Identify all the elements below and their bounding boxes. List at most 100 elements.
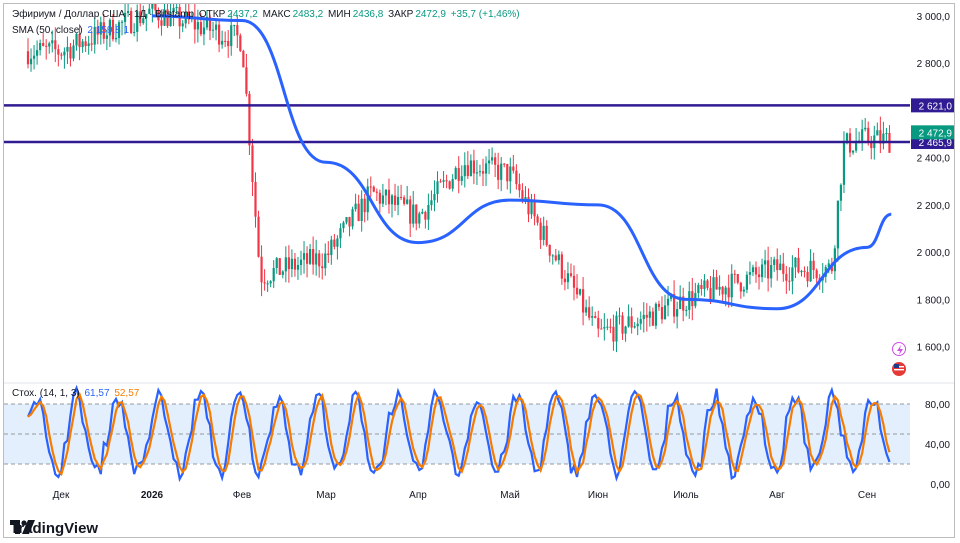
candle-body: [263, 282, 266, 284]
candle-body: [117, 22, 121, 38]
candle-body: [69, 46, 72, 59]
candle-body: [102, 22, 105, 39]
flag-icon[interactable]: [892, 362, 906, 376]
candle-body: [284, 257, 287, 272]
candle-body: [539, 222, 542, 240]
candle-body: [785, 273, 788, 281]
candle-body: [685, 309, 688, 311]
candle-body: [218, 24, 221, 45]
candle-body: [26, 51, 30, 65]
tradingview-logo[interactable]: TradingView: [10, 520, 98, 537]
candle-body: [312, 249, 315, 265]
candle-body: [754, 267, 758, 275]
stoch-tick-label: 40,00: [925, 440, 950, 451]
candle-body: [760, 264, 764, 278]
candle-body: [421, 211, 424, 214]
candle-body: [478, 171, 482, 173]
candle-body: [679, 296, 682, 310]
candle-body: [130, 11, 133, 34]
candle-body: [512, 166, 515, 171]
candle-body: [266, 283, 269, 285]
candle-body: [733, 273, 736, 275]
candle-body: [127, 11, 130, 13]
candle-body: [369, 186, 372, 188]
candle-body: [648, 311, 651, 318]
candle-body: [390, 195, 394, 205]
candle-body: [460, 176, 463, 181]
candle-body: [430, 200, 433, 206]
candle-body: [278, 258, 281, 275]
candle-body: [154, 4, 157, 11]
candle-body: [403, 197, 406, 204]
candle-body: [78, 33, 81, 48]
candle-body: [75, 33, 78, 46]
candle-body: [578, 289, 582, 295]
candle-body: [867, 127, 870, 142]
candle-body: [45, 45, 48, 47]
candle-body: [845, 133, 849, 141]
candles: [26, 4, 891, 353]
stoch-tick-label: 80,00: [925, 400, 950, 411]
candle-body: [487, 160, 491, 164]
candle-body: [788, 280, 791, 282]
candle-body: [585, 307, 588, 313]
candle-body: [248, 93, 251, 146]
candle-body: [812, 260, 815, 271]
price-chart[interactable]: 1 600,0 1 800,0 2 000,0 2 200,0 2 400,0 2 800…: [4, 4, 955, 538]
candle-body: [500, 163, 503, 180]
candle-body: [418, 213, 421, 224]
candle-body: [424, 211, 427, 220]
candle-body: [603, 327, 606, 329]
sma-line: [151, 14, 892, 311]
lightning-icon[interactable]: [892, 342, 906, 356]
candle-body: [724, 287, 727, 295]
candle-body: [336, 238, 339, 247]
candle-body: [673, 294, 676, 317]
candle-body: [315, 253, 318, 265]
candle-body: [108, 19, 111, 36]
candle-body: [384, 189, 388, 196]
candle-body: [594, 316, 597, 318]
candle-body: [633, 326, 636, 328]
candle-body: [57, 49, 60, 55]
time-tick-label: Июн: [588, 490, 608, 501]
candle-body: [254, 181, 257, 217]
candle-body: [63, 51, 66, 56]
candle-body: [575, 287, 579, 295]
time-tick-label: Май: [500, 490, 520, 501]
candle-body: [466, 165, 469, 177]
candle-body: [42, 43, 45, 46]
candle-body: [739, 282, 742, 292]
candle-body: [396, 196, 400, 205]
candle-body: [123, 12, 127, 22]
candle-body: [700, 285, 703, 289]
time-tick-label: Авг: [769, 490, 785, 501]
candle-body: [533, 202, 536, 217]
time-tick-label: Фев: [233, 490, 251, 501]
candle-body: [260, 256, 263, 283]
candle-body: [560, 254, 563, 279]
candle-body: [372, 186, 375, 192]
candle-body: [409, 199, 412, 224]
candle-body: [494, 157, 497, 165]
level-price-tag: [911, 98, 954, 113]
candle-body: [833, 248, 836, 272]
candle-body: [136, 11, 139, 32]
candle-body: [876, 130, 879, 136]
candle-body: [606, 326, 609, 328]
candle-body: [375, 191, 378, 193]
candle-body: [509, 166, 512, 182]
level-price-label: 2 621,0: [919, 101, 953, 112]
candle-body: [145, 13, 148, 19]
candle-body: [348, 217, 351, 227]
candle-body: [484, 163, 488, 174]
candle-body: [524, 197, 527, 200]
candle-body: [290, 258, 293, 270]
candle-body: [536, 216, 539, 223]
candle-body: [618, 315, 621, 317]
candle-body: [621, 315, 624, 334]
candle-body: [815, 270, 818, 279]
candle-body: [275, 258, 278, 269]
time-tick-label: Апр: [409, 490, 427, 501]
time-tick-label: Июль: [673, 490, 699, 501]
